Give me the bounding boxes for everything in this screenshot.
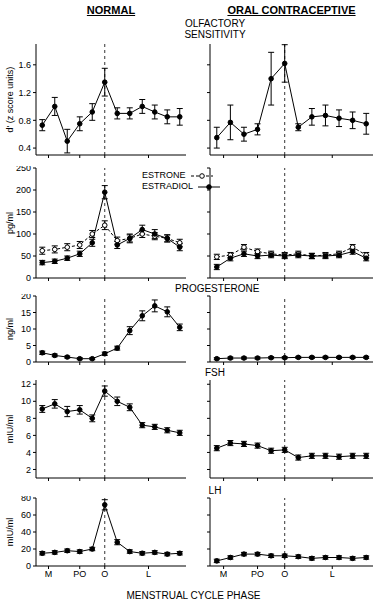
svg-text:L: L <box>330 569 335 579</box>
svg-text:pg/ml: pg/ml <box>8 212 15 234</box>
svg-text:mIU/ml: mIU/ml <box>8 415 15 444</box>
svg-text:L: L <box>146 569 151 579</box>
html-text:ESTRONE: ESTRONE <box>142 170 186 180</box>
svg-text:d' (z score units): d' (z score units) <box>8 67 15 133</box>
svg-text:0.8: 0.8 <box>18 116 31 126</box>
html-text:ESTRADIOL: ESTRADIOL <box>142 181 193 191</box>
svg-text:0.4: 0.4 <box>18 143 31 153</box>
svg-text:20: 20 <box>21 294 31 301</box>
html-text:PROGESTERONE: PROGESTERONE <box>175 283 260 294</box>
svg-text:40: 40 <box>21 527 31 537</box>
svg-text:50: 50 <box>21 251 31 261</box>
svg-text:80: 80 <box>21 496 31 503</box>
svg-text:PO: PO <box>251 569 264 579</box>
svg-text:10: 10 <box>21 396 31 406</box>
svg-text:150: 150 <box>16 207 31 217</box>
svg-text:250: 250 <box>16 166 31 173</box>
html-text:LH: LH <box>208 485 222 496</box>
svg-text:200: 200 <box>16 185 31 195</box>
svg-text:1.6: 1.6 <box>18 60 31 70</box>
svg-text:1.2: 1.2 <box>18 88 31 98</box>
html-text:ORAL CONTRACEPTIVE: ORAL CONTRACEPTIVE <box>227 4 356 16</box>
svg-text:5: 5 <box>26 341 31 351</box>
svg-text:2: 2 <box>26 465 31 475</box>
svg-text:O: O <box>101 569 108 579</box>
html-text:MENSTRUAL CYCLE PHASE: MENSTRUAL CYCLE PHASE <box>126 590 261 601</box>
svg-text:PO: PO <box>73 569 86 579</box>
svg-text:20: 20 <box>21 544 31 554</box>
svg-text:M: M <box>45 569 53 579</box>
svg-text:O: O <box>281 569 288 579</box>
svg-text:60: 60 <box>21 510 31 520</box>
html-text:NORMAL: NORMAL <box>86 4 136 16</box>
svg-text:15: 15 <box>21 308 31 318</box>
html-text:FSH: FSH <box>205 367 225 378</box>
svg-text:6: 6 <box>26 431 31 441</box>
svg-text:mIU/ml: mIU/ml <box>8 518 15 547</box>
svg-text:12: 12 <box>21 379 31 389</box>
svg-text:100: 100 <box>16 229 31 239</box>
svg-text:10: 10 <box>21 324 31 334</box>
svg-text:0: 0 <box>26 561 31 571</box>
svg-text:8: 8 <box>26 414 31 424</box>
svg-text:4: 4 <box>26 448 31 458</box>
svg-text:M: M <box>220 569 228 579</box>
svg-text:0: 0 <box>26 357 31 366</box>
html-text:OLFACTORY SENSITIVITY: OLFACTORY SENSITIVITY <box>184 18 246 40</box>
svg-text:ng/ml: ng/ml <box>8 318 15 340</box>
svg-text:0: 0 <box>26 273 31 282</box>
